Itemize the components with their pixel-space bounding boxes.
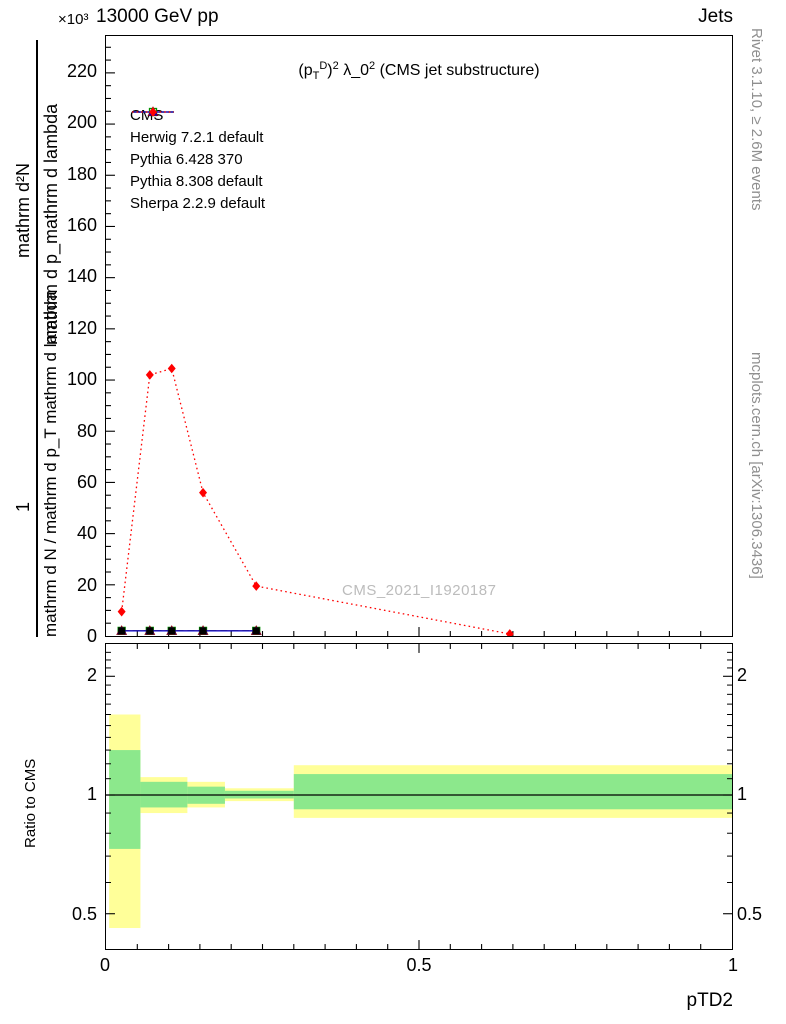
main-y-tick-label: 220 — [66, 61, 97, 81]
mcplots-reference-text: mcplots.cern.ch [arXiv:1306.3436] — [748, 352, 765, 579]
legend-item-label: Pythia 6.428 370 — [130, 150, 243, 168]
watermark: CMS_2021_I1920187 — [342, 582, 497, 599]
legend-item-sherpa-2-2-9-default: Sherpa 2.2.9 default — [130, 107, 266, 214]
y-axis-scale-label: ×10³ — [58, 11, 89, 28]
main-y-tick-label: 200 — [66, 112, 97, 133]
ratio-y-tick-label-left: 0.5 — [71, 903, 97, 924]
main-y-tick-label: 40 — [76, 523, 97, 544]
plot-title-fragment: T — [312, 70, 320, 82]
ratio-y-tick-label-right: 1 — [737, 784, 748, 804]
main-y-tick-label: 160 — [66, 215, 97, 236]
y-axis-fraction-bar — [36, 40, 38, 637]
legend-item-label: Pythia 8.308 default — [130, 172, 263, 190]
ratio-plot-svg — [106, 644, 732, 949]
main-y-tick-label: 180 — [66, 163, 97, 184]
plot-title-fragment: (p — [298, 62, 313, 79]
plot-title-fragment: 2 — [332, 60, 339, 72]
plot-title-fragment: 2 — [369, 60, 376, 72]
ratio-y-tick-label-left: 1 — [86, 784, 97, 804]
ratio-y-tick-label-left: 2 — [86, 664, 97, 685]
plot-title-fragment: ) — [327, 62, 333, 79]
main-y-tick-label: 80 — [76, 420, 97, 441]
main-axis-ticks — [106, 46, 702, 636]
plot-title-fragment: D — [319, 60, 328, 72]
main-y-tick-label: 120 — [66, 317, 97, 338]
series-pythia-8-308-default — [117, 626, 261, 635]
analysis-group-title: Jets — [698, 6, 733, 27]
main-y-tick-label: 20 — [76, 574, 97, 595]
main-y-tick-label: 140 — [66, 266, 97, 287]
x-axis-label: pTD2 — [686, 990, 733, 1011]
legend-item-label: Sherpa 2.2.9 default — [130, 194, 266, 212]
ratio-axis-ticks — [106, 644, 732, 949]
ratio-y-tick-label-right: 2 — [737, 664, 748, 685]
main-plot-panel: (pTD)2 λ_02 (CMS jet substructure) CMS He… — [105, 35, 733, 637]
beam-energy-title: 13000 GeV pp — [96, 6, 219, 27]
rivet-version-text: Rivet 3.1.10, ≥ 2.6M events — [748, 28, 765, 211]
legend: CMS Herwig 7.2.1 default Pythia 6.428 370 P… — [130, 104, 265, 214]
series-cms — [118, 627, 260, 635]
x-tick-label: 1 — [727, 955, 738, 975]
legend-item-label: Herwig 7.2.1 default — [130, 128, 264, 146]
plot-title-fragment: (CMS jet substructure) — [375, 62, 540, 79]
ratio-uncertainty-bands — [109, 714, 732, 929]
main-y-tick-label: 60 — [76, 471, 97, 492]
sherpa-2-2-9-default-marker-icon — [132, 107, 174, 117]
main-y-tick-label: 100 — [66, 369, 97, 390]
x-tick-label: 0 — [99, 955, 110, 975]
ratio-y-tick-label-right: 0.5 — [737, 903, 763, 924]
y-axis-label-one: 1 — [13, 501, 33, 512]
ratio-panel — [105, 643, 733, 950]
plot-title-fragment: λ_0 — [338, 62, 369, 79]
ratio-y-axis-label: Ratio to CMS — [22, 758, 39, 848]
main-plot-svg — [106, 46, 702, 636]
main-y-tick-label: 0 — [86, 626, 97, 646]
x-tick-label: 0.5 — [406, 955, 432, 975]
y-axis-label-numerator: mathrm d²N — [13, 162, 33, 258]
plot-title: (pTD)2 λ_02 (CMS jet substructure) — [106, 60, 732, 82]
